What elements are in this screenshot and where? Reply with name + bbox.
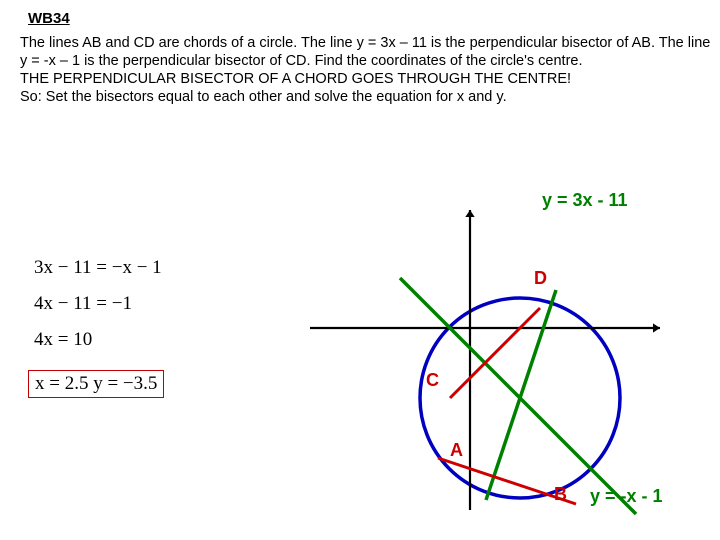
answer-box: x = 2.5 y = −3.5 [28,370,164,398]
label-B: B [554,484,567,505]
label-A: A [450,440,463,461]
eq-line-3: 4x = 10 [34,322,162,358]
diagram-svg [280,190,700,530]
problem-text: The lines AB and CD are chords of a circ… [20,34,716,107]
eq-line-1: 3x − 11 = −x − 1 [34,250,162,286]
page-title: WB34 [28,10,70,27]
label-eq2: y = -x - 1 [590,486,663,507]
label-D: D [534,268,547,289]
eq-line-2: 4x − 11 = −1 [34,286,162,322]
label-C: C [426,370,439,391]
diagram: y = 3x - 11 y = -x - 1 A B C D [280,190,700,530]
label-eq1: y = 3x - 11 [542,190,628,211]
working-equations: 3x − 11 = −x − 1 4x − 11 = −1 4x = 10 [34,250,162,358]
